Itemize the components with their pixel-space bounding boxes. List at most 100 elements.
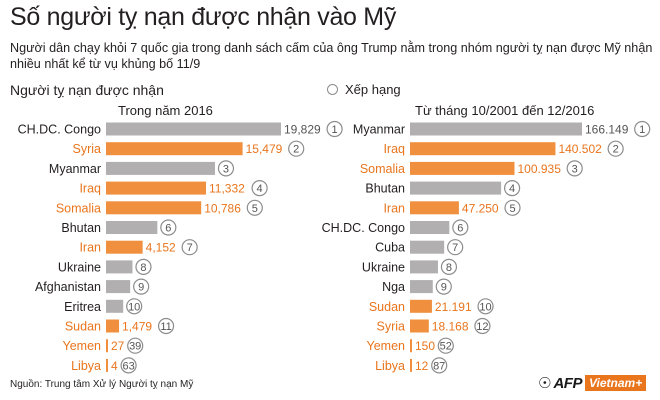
bar-left-sudan [106,319,120,333]
value-label-right-sudan: 21.191 [435,300,472,314]
rank-label-left-iraq: 4 [257,183,263,195]
category-label-right-somalia: Somalia [360,162,405,176]
rank-circle-right-myanmar [634,120,651,138]
rank-circle-icon [327,84,338,95]
bar-right-nga [410,280,433,294]
rank-circle-right-nga [435,278,452,295]
value-label-left-libya: 4 [111,359,118,373]
rank-circle-right-yemen [437,337,454,354]
category-label-right-ukraine: Ukraine [362,260,405,274]
chart-subtitle: Người dân chạy khỏi 7 quốc gia trong dan… [10,41,653,71]
rank-circle-left-eritrea [126,298,143,315]
rank-label-right-ch-dc-congo: 6 [457,223,463,235]
rank-label-left-sudan: 11 [160,321,171,333]
rank-circle-right-iraq [607,140,624,157]
rank-label-left-yemen: 39 [129,341,141,353]
category-label-right-syria: Syria [377,320,406,334]
bar-right-yemen [410,339,412,353]
brand-logos: ☉ AFP Vietnam+ [538,374,647,392]
bar-left-bhutan [106,221,158,234]
rank-circle-left-somalia [246,199,263,216]
category-label-left-ukraine: Ukraine [58,260,101,274]
bar-left-ch-dc-congo [106,122,281,136]
rank-label-right-iran: 5 [509,203,515,215]
value-label-right-yemen: 150 [415,339,435,353]
rank-label-left-iran: 7 [187,242,193,254]
rank-label-left-afghanistan: 9 [138,282,144,294]
rank-label-left-ukraine: 8 [140,262,146,274]
bar-left-iraq [106,181,207,195]
rank-circle-right-iran [504,199,521,216]
bar-right-bhutan [410,181,502,195]
panel-title-2001-2016: Từ tháng 10/2001 đến 12/2016 [415,103,595,118]
rank-circle-right-sudan [477,298,494,315]
category-label-left-sudan: Sudan [65,320,101,334]
rank-label-left-bhutan: 6 [165,223,171,235]
rank-circle-left-syria [288,140,305,157]
bar-right-ukraine [410,260,438,274]
rank-circle-right-ukraine [440,258,458,275]
category-label-right-libya: Libya [375,359,405,373]
bar-right-ch-dc-congo [410,221,450,234]
rank-circle-left-sudan [157,317,175,335]
bar-left-iran [106,240,143,254]
value-label-right-myanmar: 166.149 [585,123,629,137]
value-label-left-sudan: 1,479 [122,320,152,334]
category-label-left-somalia: Somalia [56,201,101,215]
category-label-left-bhutan: Bhutan [61,221,101,235]
rank-circle-left-ukraine [135,258,152,275]
afp-globe-icon: ☉ [538,375,552,392]
category-label-right-iraq: Iraq [383,142,405,156]
category-label-right-iran: Iran [383,201,405,215]
rank-label-left-ch-dc-congo: 1 [332,124,338,136]
rank-circle-left-bhutan [160,219,177,236]
section-label: Người tỵ nạn được nhận [10,82,164,98]
bar-right-cuba [410,240,445,254]
rank-label-right-myanmar: 1 [639,124,645,136]
category-label-right-nga: Nga [382,280,405,294]
bar-right-sudan [410,299,432,313]
afp-logo: AFP [553,374,582,392]
rank-label-left-syria: 2 [293,144,299,156]
rank-circle-left-iran [181,239,198,256]
value-label-left-ch-dc-congo: 19,829 [284,123,321,137]
value-label-left-syria: 15,479 [246,142,283,156]
category-label-right-cuba: Cuba [375,241,405,255]
rank-circle-right-bhutan [503,180,521,197]
category-label-left-libya: Libya [71,359,101,373]
bar-right-syria [410,319,429,333]
rank-label-right-iraq: 2 [613,144,619,156]
category-label-right-sudan: Sudan [369,300,405,314]
value-label-right-libya: 12 [415,359,429,373]
rank-label-left-eritrea: 10 [128,301,140,313]
category-label-right-myanmar: Myanmar [353,123,405,137]
bar-right-iraq [410,142,556,156]
rank-circle-right-libya [431,357,448,374]
value-label-right-iraq: 140.502 [558,142,602,156]
rank-label-right-ukraine: 8 [446,262,452,274]
legend-label: Xếp hạng [345,82,401,97]
bar-left-ukraine [106,260,133,274]
category-label-right-ch-dc-congo: CH.DC. Congo [322,221,405,235]
bar-left-syria [106,142,243,156]
rank-circle-right-syria [474,317,491,335]
rank-circle-left-libya [120,357,137,374]
rank-label-left-myanmar: 3 [223,163,229,175]
rank-label-right-sudan: 10 [479,301,491,313]
category-label-left-yemen: Yemen [63,339,102,353]
rank-label-right-somalia: 3 [572,163,578,175]
rank-label-right-cuba: 7 [452,242,458,254]
rank-circle-right-ch-dc-congo [452,219,469,236]
chart-title: Số người tỵ nạn được nhận vào Mỹ [10,3,397,31]
rank-label-right-bhutan: 4 [509,183,515,195]
value-label-right-somalia: 100.935 [517,162,561,176]
value-label-left-iraq: 11,332 [209,182,245,196]
bar-left-libya [106,358,108,372]
value-label-left-somalia: 10,786 [204,201,241,215]
rank-label-right-syria: 12 [476,321,488,333]
rank-label-right-yemen: 52 [440,341,452,353]
value-label-right-syria: 18.168 [432,320,469,334]
rank-label-left-somalia: 5 [252,203,258,215]
category-label-left-iraq: Iraq [79,182,101,196]
